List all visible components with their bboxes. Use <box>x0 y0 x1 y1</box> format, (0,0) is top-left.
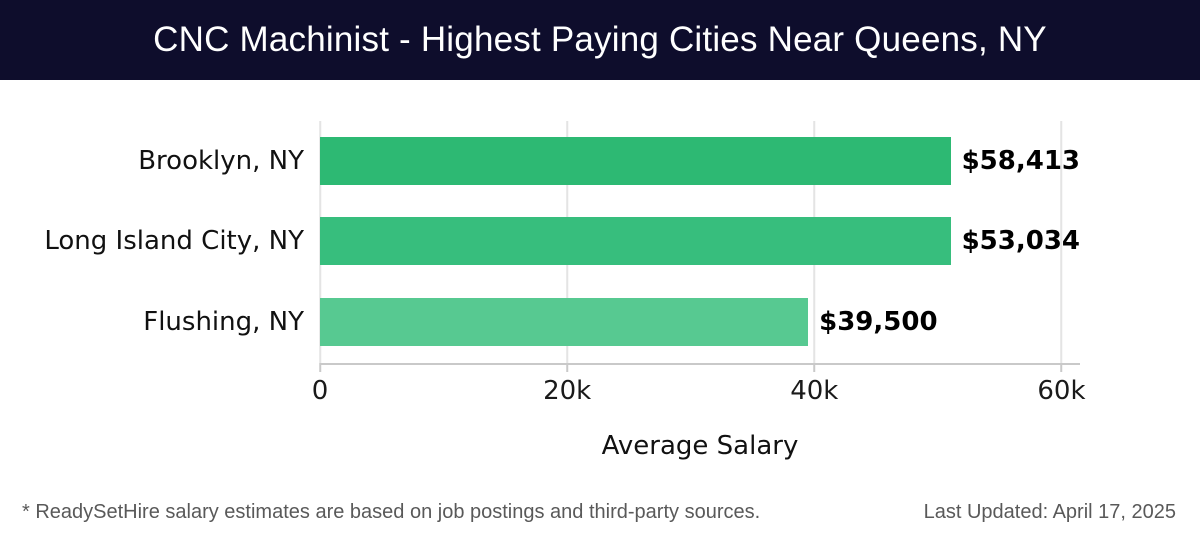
tick-mark <box>813 363 816 372</box>
bar-row: Flushing, NY $39,500 <box>0 298 1200 346</box>
bar-row: Long Island City, NY $53,034 <box>0 217 1200 265</box>
bar-track: $53,034 <box>320 217 1080 265</box>
bar-flushing <box>320 298 809 346</box>
category-label-long-island-city: Long Island City, NY <box>44 226 304 256</box>
last-updated-text: Last Updated: April 17, 2025 <box>923 501 1176 523</box>
x-axis-title: Average Salary <box>601 431 799 461</box>
bar-row: Brooklyn, NY $58,413 <box>0 137 1200 185</box>
bar-value-long-island-city: $53,034 <box>961 226 1080 256</box>
tick-mark <box>566 363 568 372</box>
header-bar: CNC Machinist - Highest Paying Cities Ne… <box>0 0 1200 80</box>
tick-label: 60k <box>1037 376 1086 406</box>
tick-label: 0 <box>311 376 329 406</box>
bar-value-brooklyn: $58,413 <box>961 146 1080 176</box>
bar-track: $58,413 <box>320 137 1080 185</box>
x-axis-ticks: 0 20k 40k 60k <box>312 363 1086 423</box>
tick-mark <box>1060 363 1063 372</box>
category-label-brooklyn: Brooklyn, NY <box>138 146 304 176</box>
tick-label: 20k <box>543 376 592 406</box>
gridline <box>1060 121 1063 363</box>
tick-label: 40k <box>790 376 839 406</box>
bar-value-flushing: $39,500 <box>819 307 938 337</box>
bar-brooklyn <box>320 137 951 185</box>
category-label-flushing: Flushing, NY <box>143 307 304 337</box>
x-axis-line <box>320 363 1080 365</box>
bar-long-island-city <box>320 217 951 265</box>
tick-mark <box>319 363 321 372</box>
disclaimer-text: * ReadySetHire salary estimates are base… <box>22 501 761 523</box>
chart-title: CNC Machinist - Highest Paying Cities Ne… <box>153 20 1047 59</box>
bar-track: $39,500 <box>320 298 1080 346</box>
